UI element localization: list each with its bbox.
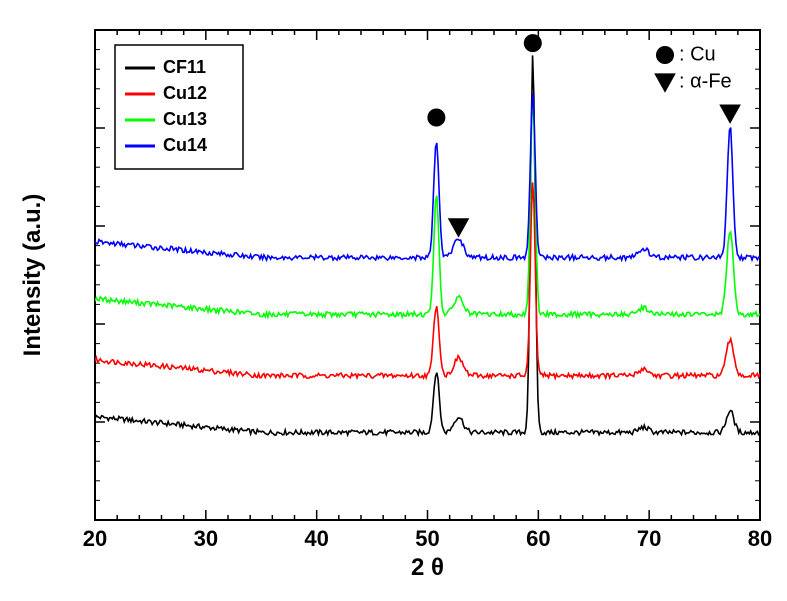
marker-circle-icon (427, 109, 445, 127)
svg-text:80: 80 (748, 526, 772, 551)
legend-label: Cu14 (163, 135, 207, 155)
svg-text:20: 20 (83, 526, 107, 551)
svg-text:2 θ: 2 θ (411, 554, 444, 581)
phase-annotation: : Cu (679, 43, 716, 65)
legend-label: CF11 (163, 57, 206, 77)
chart-svg: 20 30 40 50 60 70 80 Intensity (a.u.) 2 θ : Cu :… (0, 0, 787, 601)
xrd-chart: 20 30 40 50 60 70 80 Intensity (a.u.) 2 θ : Cu :… (0, 0, 787, 601)
legend-label: Cu13 (163, 109, 207, 129)
svg-text:40: 40 (304, 526, 328, 551)
svg-text:Intensity (a.u.): Intensity (a.u.) (19, 194, 46, 357)
phase-annotation: : α-Fe (679, 70, 732, 92)
legend-label: Cu12 (163, 83, 207, 103)
svg-text:30: 30 (194, 526, 218, 551)
marker-circle-icon (524, 34, 542, 52)
svg-text:50: 50 (415, 526, 439, 551)
marker-circle-icon (656, 46, 674, 64)
svg-text:70: 70 (637, 526, 661, 551)
svg-text:60: 60 (526, 526, 550, 551)
